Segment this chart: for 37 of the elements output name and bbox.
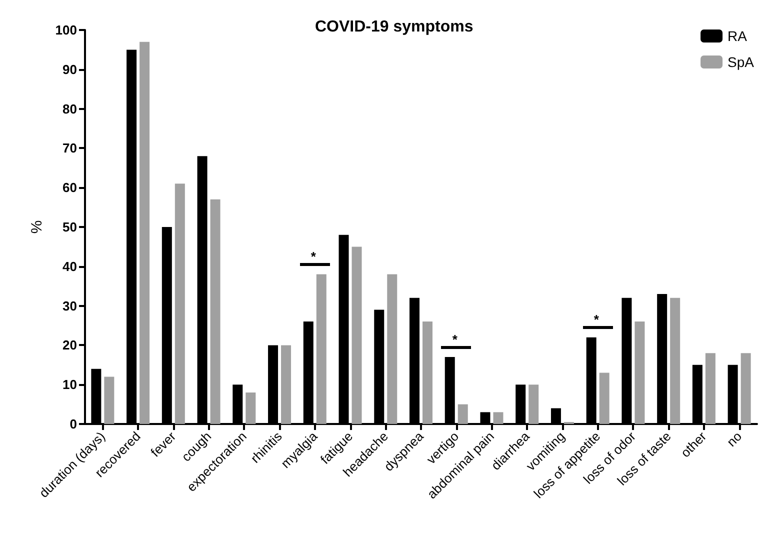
legend-label: SpA xyxy=(728,54,755,70)
bar xyxy=(528,384,539,424)
y-tick-label: 70 xyxy=(62,140,77,156)
legend-label: RA xyxy=(728,28,748,44)
annotation: * xyxy=(452,332,458,348)
y-tick-label: 100 xyxy=(55,22,77,38)
y-tick-label: 40 xyxy=(62,258,77,274)
bar xyxy=(493,412,504,424)
bar xyxy=(140,42,150,424)
y-tick-label: 20 xyxy=(62,338,77,353)
bar xyxy=(316,274,326,424)
bar xyxy=(634,322,645,424)
y-tick-label: 10 xyxy=(62,377,77,392)
y-tick-label: 0 xyxy=(70,416,77,432)
y-tick-label: 50 xyxy=(62,220,77,234)
bar xyxy=(670,298,680,424)
bar xyxy=(210,199,220,424)
bar xyxy=(352,246,362,424)
y-tick-label: 30 xyxy=(62,298,77,314)
annotation: * xyxy=(594,312,599,328)
y-tick-label: 80 xyxy=(62,101,77,116)
bar xyxy=(174,184,185,424)
bar xyxy=(458,404,468,424)
chart-title: COVID-19 symptoms xyxy=(315,18,474,36)
y-axis-title: % xyxy=(28,220,46,234)
y-tick-label: 90 xyxy=(62,62,77,77)
bar xyxy=(705,353,716,424)
bar xyxy=(246,392,256,424)
bar xyxy=(740,353,751,424)
bar xyxy=(599,372,610,424)
bar xyxy=(422,322,432,424)
annotation: * xyxy=(310,249,316,264)
bar xyxy=(387,274,398,424)
x-tick-label: no xyxy=(724,428,745,450)
bar xyxy=(281,345,292,424)
bar xyxy=(104,376,114,424)
y-tick-label: 60 xyxy=(62,180,77,196)
